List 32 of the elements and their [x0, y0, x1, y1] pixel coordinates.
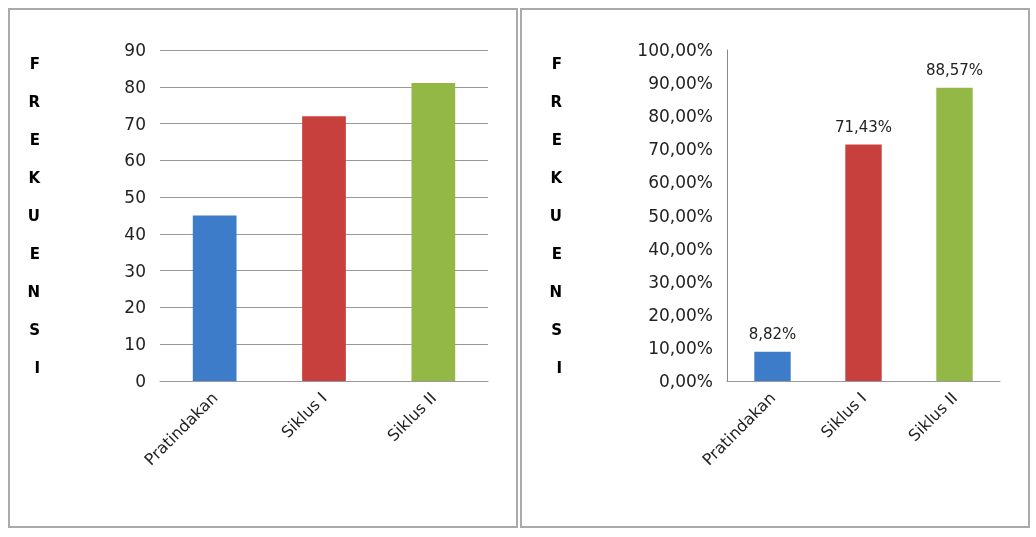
- y-tick-label: 90: [124, 40, 146, 60]
- y-tick-label: 60,00%: [648, 172, 713, 193]
- y-tick-label: 40: [124, 223, 146, 244]
- y-tick-label: 30,00%: [648, 271, 713, 292]
- y-tick-label: 70: [124, 113, 146, 134]
- y-tick-label: 90,00%: [648, 73, 713, 94]
- y-tick-label: 0,00%: [658, 371, 713, 391]
- bar: [936, 87, 973, 381]
- y-tick-label: 20: [124, 297, 146, 318]
- y-tick-label: 10,00%: [648, 337, 713, 358]
- y-tick-label: 60: [124, 150, 146, 171]
- y-tick-label: 100,00%: [637, 40, 713, 60]
- bar: [845, 144, 882, 381]
- y-tick-label: 0: [135, 371, 146, 391]
- data-label: 71,43%: [834, 118, 893, 137]
- bar: [754, 351, 791, 381]
- bar: [192, 215, 237, 381]
- y-tick-label: 50,00%: [648, 205, 713, 226]
- y-tick-label: 70,00%: [648, 139, 713, 160]
- y-tick-label: 10: [124, 334, 146, 355]
- bar: [302, 116, 346, 381]
- bar: [411, 83, 456, 381]
- y-tick-label: 80,00%: [648, 106, 713, 127]
- y-tick-label: 80: [124, 76, 146, 97]
- data-label: 88,57%: [925, 61, 984, 80]
- text: FREKUENSI: [27, 54, 40, 377]
- y-tick-label: 50: [124, 187, 146, 208]
- text: FREKUENSI: [549, 54, 562, 377]
- y-tick-label: 30: [124, 260, 146, 281]
- data-label: 8,82%: [748, 325, 797, 344]
- y-tick-label: 20,00%: [648, 304, 713, 325]
- y-tick-label: 40,00%: [648, 238, 713, 259]
